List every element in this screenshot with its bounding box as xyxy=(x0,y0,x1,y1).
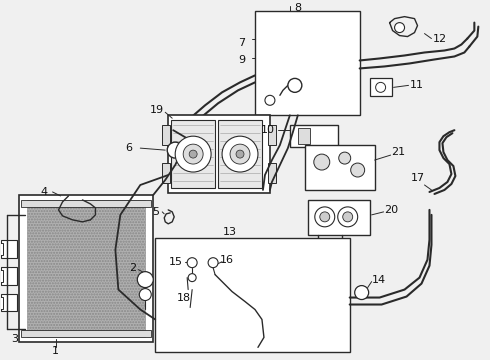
Bar xyxy=(19,195,153,342)
Circle shape xyxy=(183,144,203,164)
Text: 13: 13 xyxy=(223,227,237,237)
Bar xyxy=(168,115,270,193)
Bar xyxy=(268,163,276,183)
Bar xyxy=(298,128,310,144)
Circle shape xyxy=(175,136,211,172)
Circle shape xyxy=(187,258,197,268)
Circle shape xyxy=(320,212,330,222)
Text: 2: 2 xyxy=(129,263,136,273)
Text: 14: 14 xyxy=(371,275,386,285)
Text: 10: 10 xyxy=(261,125,275,135)
Text: 1: 1 xyxy=(52,346,59,356)
Text: 18: 18 xyxy=(177,293,191,302)
Bar xyxy=(0,297,2,309)
Text: 17: 17 xyxy=(411,173,424,183)
Circle shape xyxy=(236,150,244,158)
Circle shape xyxy=(288,78,302,92)
Text: 11: 11 xyxy=(410,80,423,90)
Circle shape xyxy=(230,144,250,164)
Bar xyxy=(308,200,369,235)
Circle shape xyxy=(394,23,405,32)
Circle shape xyxy=(189,150,197,158)
Bar xyxy=(21,330,151,337)
Bar xyxy=(218,120,262,188)
Text: 21: 21 xyxy=(392,147,406,157)
Text: 3: 3 xyxy=(11,334,18,345)
Bar xyxy=(0,293,17,311)
Text: 4: 4 xyxy=(40,187,47,197)
Bar xyxy=(255,11,360,115)
Text: 9: 9 xyxy=(239,55,245,66)
Text: 16: 16 xyxy=(220,255,234,265)
Bar xyxy=(0,243,2,255)
Bar xyxy=(21,200,151,207)
Circle shape xyxy=(139,289,151,301)
Bar xyxy=(155,238,350,352)
Circle shape xyxy=(338,207,358,227)
Bar xyxy=(0,270,2,282)
Bar xyxy=(162,163,170,183)
Text: 19: 19 xyxy=(150,105,164,115)
Text: 7: 7 xyxy=(239,37,245,48)
Circle shape xyxy=(355,285,368,300)
Bar xyxy=(0,240,17,258)
Bar xyxy=(290,125,338,147)
Circle shape xyxy=(315,207,335,227)
Text: 8: 8 xyxy=(294,3,301,13)
Bar xyxy=(268,125,276,145)
Circle shape xyxy=(343,212,353,222)
Circle shape xyxy=(265,95,275,105)
Text: 15: 15 xyxy=(169,257,183,267)
Circle shape xyxy=(208,258,218,268)
Bar xyxy=(162,125,170,145)
Circle shape xyxy=(376,82,386,92)
Text: 5: 5 xyxy=(152,207,159,217)
Circle shape xyxy=(351,163,365,177)
Circle shape xyxy=(188,274,196,282)
Text: 6: 6 xyxy=(125,143,132,153)
Bar xyxy=(305,145,375,190)
Circle shape xyxy=(222,136,258,172)
Bar xyxy=(26,200,145,337)
Bar xyxy=(369,78,392,96)
Circle shape xyxy=(167,142,183,158)
Bar xyxy=(0,267,17,285)
Circle shape xyxy=(314,154,330,170)
Text: 12: 12 xyxy=(432,33,446,44)
Text: 20: 20 xyxy=(385,205,399,215)
Circle shape xyxy=(137,272,153,288)
Circle shape xyxy=(339,152,351,164)
Bar xyxy=(171,120,215,188)
